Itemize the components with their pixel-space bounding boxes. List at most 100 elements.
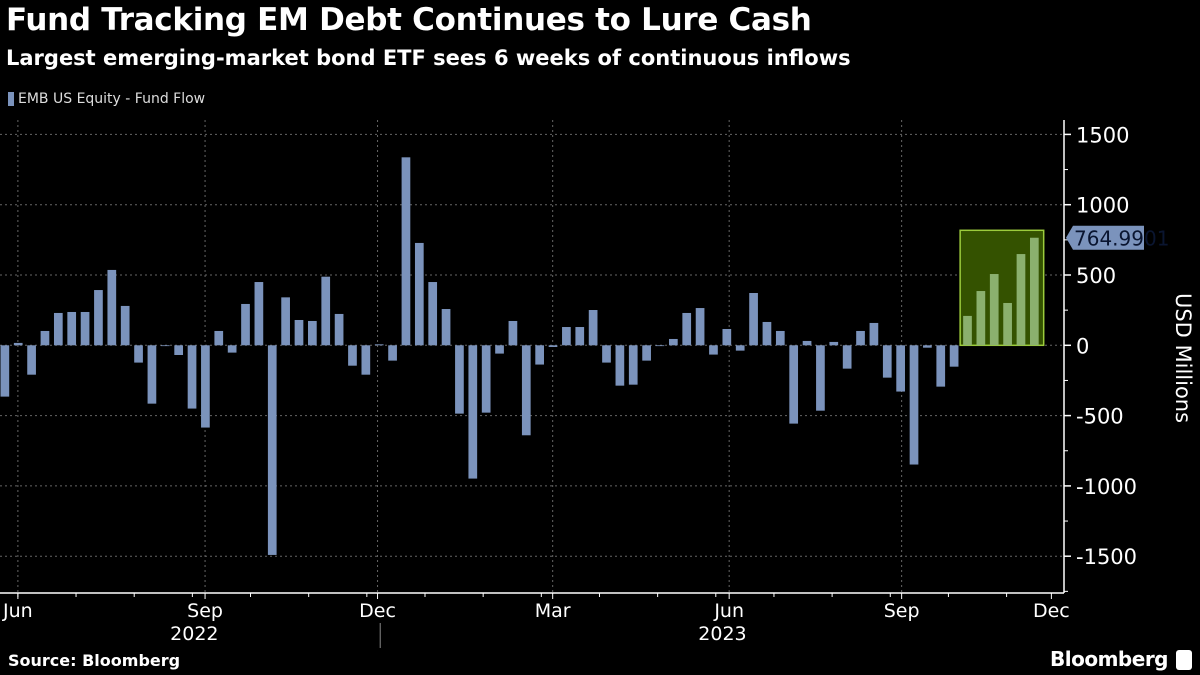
bar [13, 342, 23, 346]
y-tick-label: 0 [1076, 334, 1089, 358]
bar [735, 345, 745, 351]
bar [107, 269, 117, 346]
brand-logo: Bloomberg [1050, 647, 1168, 671]
y-axis-title: USD Millions [1171, 293, 1195, 423]
bar [147, 345, 157, 404]
bar [267, 345, 277, 555]
bar [909, 345, 919, 465]
bar [361, 345, 371, 375]
x-tick-label: Sep [187, 600, 223, 622]
legend: EMB US Equity - Fund Flow [8, 91, 205, 107]
legend-swatch [8, 92, 14, 106]
bar [414, 242, 424, 346]
x-tick-label: Dec [359, 600, 396, 622]
bar [321, 276, 331, 346]
bar [976, 291, 986, 346]
chart-title: Fund Tracking EM Debt Continues to Lure … [6, 2, 812, 38]
bar [1016, 254, 1026, 346]
bar [802, 340, 812, 346]
y-tick-label: 1000 [1076, 194, 1129, 218]
year-label: 2023 [698, 623, 746, 645]
bar [308, 320, 317, 346]
bar [602, 345, 611, 363]
bar [281, 297, 290, 346]
bar [1003, 302, 1012, 346]
bar [628, 345, 638, 385]
x-tick-label: Dec [1033, 600, 1070, 622]
bar [80, 311, 90, 346]
bar [949, 345, 959, 367]
highlight-box [959, 229, 1045, 347]
bar [441, 309, 451, 346]
bar [241, 303, 250, 346]
bar [896, 345, 905, 392]
bar [174, 345, 184, 356]
bar [655, 345, 665, 347]
last-value-label: 764.9901 [1074, 227, 1169, 251]
bar [455, 345, 464, 414]
y-tick-label: 500 [1076, 264, 1116, 288]
last-value-badge [1066, 225, 1144, 250]
bar [40, 330, 50, 346]
bar [468, 345, 478, 479]
year-label: 2022 [170, 623, 218, 645]
bar [0, 345, 10, 397]
bar [562, 327, 571, 346]
bar [53, 312, 63, 346]
bar [709, 345, 718, 355]
bar [428, 282, 438, 346]
bar [94, 290, 103, 346]
bar [882, 345, 892, 378]
bar [227, 345, 237, 353]
bar [67, 311, 77, 346]
bar [989, 274, 999, 346]
x-tick-label: Jun [2, 600, 33, 622]
bar [134, 345, 143, 363]
bar [936, 345, 946, 387]
bar [869, 322, 879, 346]
bar [254, 282, 264, 346]
x-tick-label: Jun [713, 600, 744, 622]
bar [923, 345, 932, 348]
bar [722, 328, 732, 346]
bar [348, 345, 357, 366]
bar [27, 345, 36, 375]
bar [374, 344, 384, 346]
bloomberg-chart-icon [1176, 650, 1192, 670]
bar [548, 345, 558, 347]
y-tick-label: -1500 [1076, 545, 1137, 569]
bar [816, 345, 825, 411]
bar [521, 345, 531, 436]
bar [575, 327, 585, 346]
bar [682, 312, 692, 346]
bar [642, 345, 651, 361]
bar [508, 320, 518, 346]
x-tick-label: Sep [884, 600, 920, 622]
bar [214, 330, 224, 346]
bar [775, 330, 785, 346]
bar [615, 345, 625, 386]
bar [187, 345, 197, 409]
source-note: Source: Bloomberg [8, 651, 181, 670]
bar [856, 330, 865, 346]
bar [481, 345, 491, 413]
bar [842, 345, 852, 369]
bar [120, 305, 130, 346]
y-tick-label: 1500 [1076, 123, 1129, 147]
bar [669, 338, 678, 346]
bar [588, 310, 598, 346]
bar [1029, 237, 1039, 346]
x-tick-label: Mar [535, 600, 571, 622]
bar [388, 345, 397, 361]
bar [495, 345, 504, 354]
bar [749, 292, 758, 346]
bar [963, 315, 972, 346]
y-tick-label: -1000 [1076, 475, 1137, 499]
legend-label: EMB US Equity - Fund Flow [18, 91, 206, 107]
bar [762, 321, 772, 346]
bar [829, 341, 839, 346]
bar [535, 345, 544, 365]
bar [160, 345, 170, 347]
bar [334, 313, 344, 346]
